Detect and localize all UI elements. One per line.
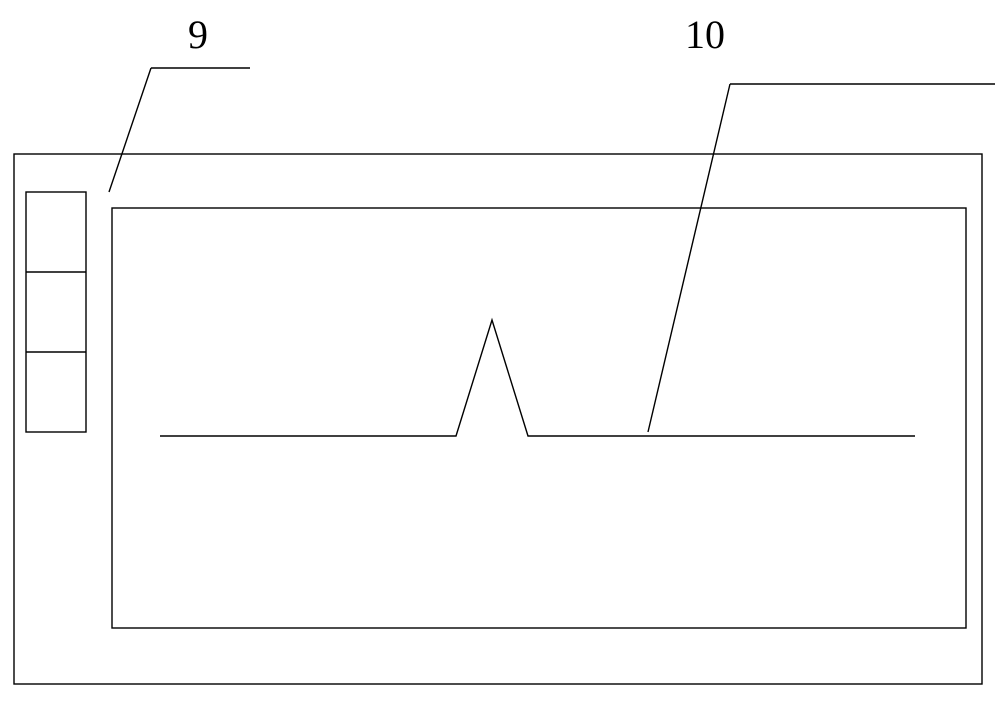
diagram-canvas: 9 10: [0, 0, 1000, 725]
diagram-svg: [0, 0, 1000, 725]
leader-10-diagonal: [648, 84, 730, 432]
button-stack-outline: [26, 192, 86, 432]
waveform-trace: [160, 320, 915, 436]
device-outer-rect: [14, 154, 982, 684]
screen-rect: [112, 208, 966, 628]
leader-9-diagonal: [109, 68, 151, 192]
